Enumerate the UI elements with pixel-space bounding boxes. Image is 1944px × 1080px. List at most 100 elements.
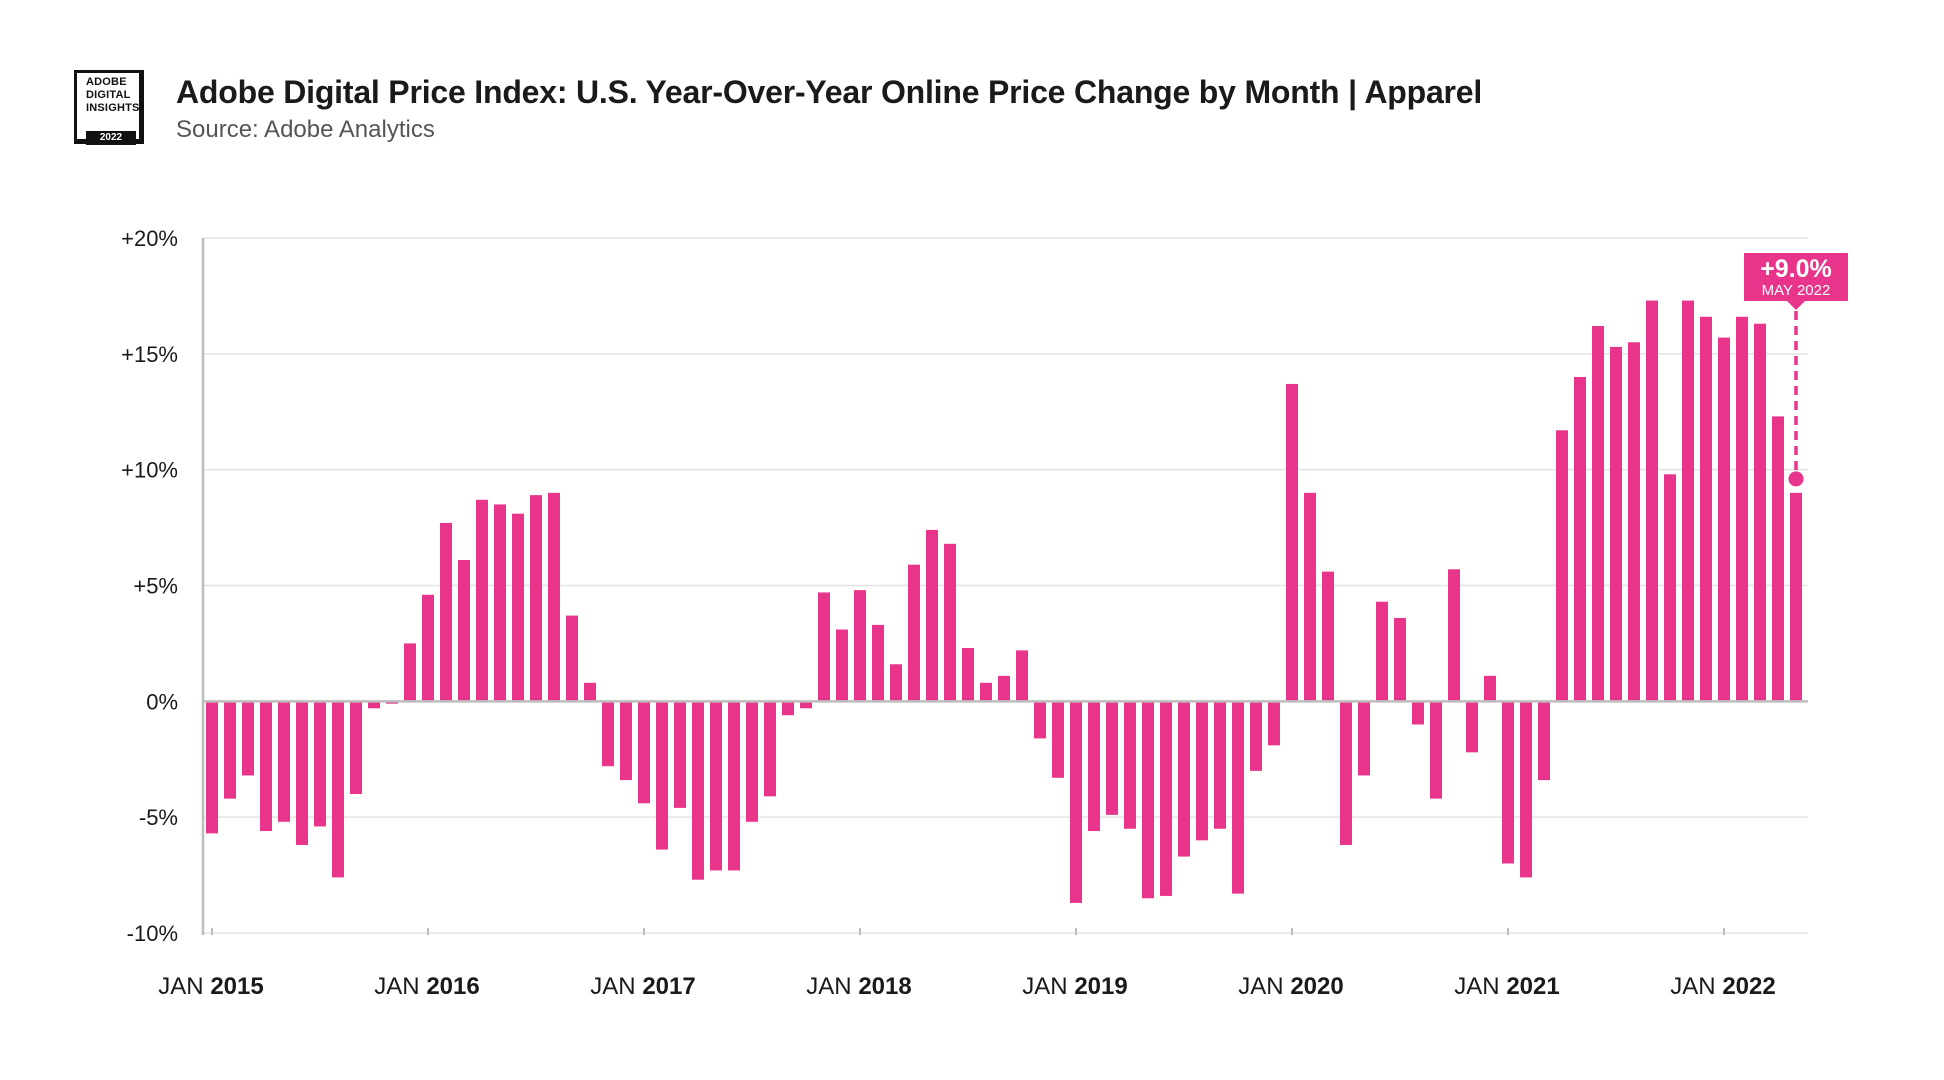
x-tick-label: JAN 2022 [1670,973,1775,1000]
x-tick-label: JAN 2019 [1022,973,1127,1000]
bar [1394,617,1406,702]
axes [201,238,1808,935]
callout-month: MAY 2022 [1762,282,1831,299]
bar [368,701,380,709]
bar [854,590,866,702]
x-axis-ticks: JAN 2015 JAN 2016 JAN 2017 JAN 2018 JAN 2019… [158,928,1776,1000]
callout-box [1744,253,1848,301]
bar [1196,701,1208,841]
bar [314,701,326,827]
x-tick-month: JAN [806,973,858,1000]
logo-line-1: ADOBE [86,76,127,88]
bar [1610,346,1622,702]
bar [260,701,272,832]
x-tick-year: 2019 [1074,973,1127,1000]
bar [1088,701,1100,832]
x-tick-year: 2016 [426,973,479,1000]
bar [1268,701,1280,746]
y-tick-label: -10% [127,921,178,946]
y-tick-label: +10% [121,458,178,483]
bar [1052,701,1064,778]
bar [1538,701,1550,781]
bar [1286,383,1298,702]
bar [1736,316,1748,702]
bar [908,564,920,702]
bar [458,560,470,702]
bar [1232,701,1244,894]
bar [242,701,254,776]
bar [512,513,524,702]
x-tick-month: JAN [374,973,426,1000]
y-tick-label: +20% [121,226,178,251]
bar [890,664,902,702]
logo-year: 2022 [86,131,136,145]
x-tick-month: JAN [158,973,210,1000]
bar [710,701,722,871]
logo-line-3: INSIGHTS [86,102,140,114]
bar [1124,701,1136,829]
bar [494,504,506,702]
chart-title: Adobe Digital Price Index: U.S. Year-Ove… [176,74,1483,110]
gridlines [203,237,1808,934]
bar [1178,701,1190,857]
x-tick-month: JAN [1238,973,1290,1000]
bar [764,701,776,797]
bar [1340,701,1352,845]
bar [1628,342,1640,702]
y-tick-label: +15% [121,342,178,367]
bar [584,682,596,702]
y-tick-label: +5% [133,574,178,599]
x-tick-month: JAN [1670,973,1722,1000]
bar [1484,675,1496,702]
bar [836,629,848,702]
bar [1160,701,1172,896]
bar [1592,326,1604,702]
bar [944,543,956,702]
bar [278,701,290,822]
x-tick-label: JAN 2016 [374,973,479,1000]
bar [1754,323,1766,702]
x-tick-year: 2021 [1506,973,1559,1000]
x-tick-label: JAN 2021 [1454,973,1559,1000]
bar [1466,701,1478,753]
bar [1358,701,1370,776]
bar [674,701,686,808]
x-tick-month: JAN [1454,973,1506,1000]
bar [656,701,668,850]
bar [1664,474,1676,702]
x-tick-label: JAN 2020 [1238,973,1343,1000]
bar [602,701,614,767]
bar [1682,300,1694,702]
bar [1322,571,1334,702]
bar [818,592,830,702]
logo-frame: ADOBE DIGITAL INSIGHTS 2022 [74,70,144,145]
bar [926,529,938,702]
bar [692,701,704,880]
callout-value: +9.0% [1760,255,1832,283]
callout-marker [1788,471,1804,487]
y-tick-label: -5% [139,805,178,830]
bar [1790,492,1802,702]
bar [1772,416,1784,702]
x-tick-year: 2017 [642,973,695,1000]
bar [800,701,812,709]
x-tick-year: 2022 [1722,973,1775,1000]
bar-series [206,300,1802,903]
bar [1412,701,1424,725]
bar [872,624,884,702]
bar [1430,701,1442,799]
bar [1214,701,1226,829]
bar [728,701,740,871]
x-tick-label: JAN 2018 [806,973,911,1000]
y-tick-label: 0% [146,689,178,714]
bar [1142,701,1154,899]
y-axis-ticks: +20% +15% +10% +5% 0% -5% -10% [121,226,178,946]
bar [530,495,542,702]
bar [1250,701,1262,771]
bar [1718,337,1730,702]
bar [548,492,560,702]
bar [1700,316,1712,702]
bar [476,499,488,702]
bar [1556,430,1568,702]
